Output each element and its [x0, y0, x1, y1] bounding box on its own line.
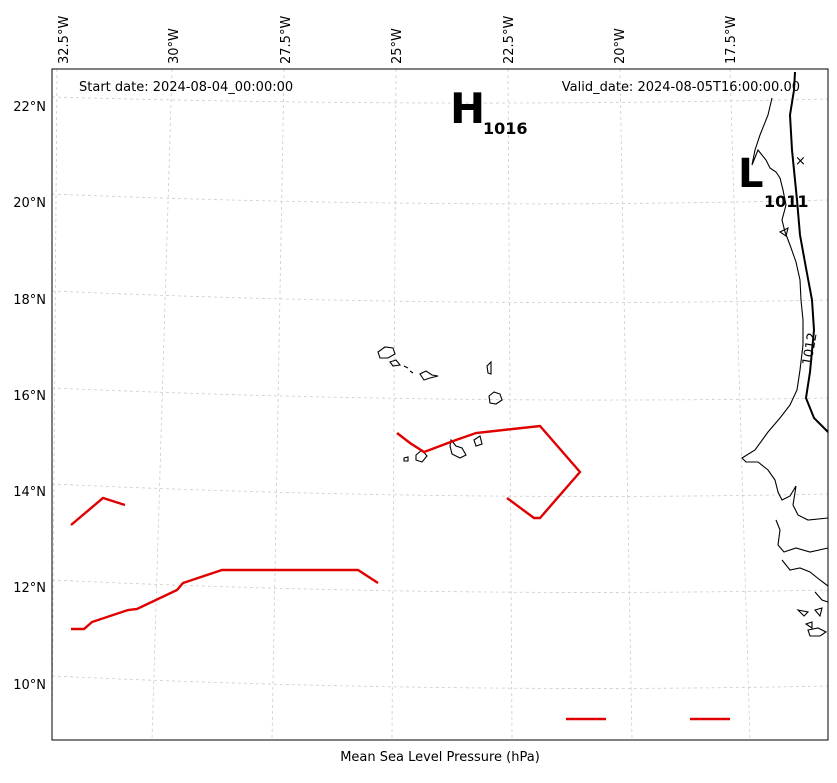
low-pressure-marker: ×: [795, 154, 806, 169]
map-caption: Mean Sea Level Pressure (hPa): [340, 750, 540, 765]
lat-label: 20°N: [13, 196, 46, 211]
front-line: [71, 568, 379, 631]
lon-label: 30°W: [167, 28, 182, 64]
lon-label: 17.5°W: [724, 16, 739, 64]
low-pressure-symbol: L: [738, 151, 764, 197]
lat-label: 14°N: [13, 485, 46, 500]
valid-date-label: Valid_date: 2024-08-05T16:00:00.00: [562, 80, 800, 95]
isobar-label: 1012: [800, 331, 821, 366]
fronts: [70, 424, 730, 721]
start-date-label: Start date: 2024-08-04_00:00:00: [79, 80, 293, 95]
lon-label: 22.5°W: [502, 16, 517, 64]
coastline-africa: [741, 97, 829, 637]
front-line: [396, 424, 582, 520]
isobar-1012: [788, 71, 829, 433]
lat-label: 12°N: [13, 581, 46, 596]
high-pressure-center: H 1016: [450, 84, 528, 138]
front-line: [70, 496, 126, 526]
longitude-labels: 32.5°W 30°W 27.5°W 25°W 22.5°W 20°W 17.5…: [57, 16, 739, 64]
lon-label: 27.5°W: [279, 16, 294, 64]
lat-label: 10°N: [13, 678, 46, 693]
lon-label: 32.5°W: [57, 16, 72, 64]
lat-label: 16°N: [13, 389, 46, 404]
low-pressure-center: L × 1011: [738, 151, 809, 211]
map-frame: [51, 68, 829, 741]
lon-label: 20°W: [613, 28, 628, 64]
graticule: [51, 68, 829, 741]
lat-label: 18°N: [13, 293, 46, 308]
lat-label: 22°N: [13, 100, 46, 115]
latitude-labels: 22°N 20°N 18°N 16°N 14°N 12°N 10°N: [13, 100, 46, 693]
low-pressure-value: 1011: [764, 192, 809, 211]
high-pressure-value: 1016: [483, 119, 528, 138]
lon-label: 25°W: [390, 28, 405, 64]
high-pressure-symbol: H: [450, 84, 485, 133]
